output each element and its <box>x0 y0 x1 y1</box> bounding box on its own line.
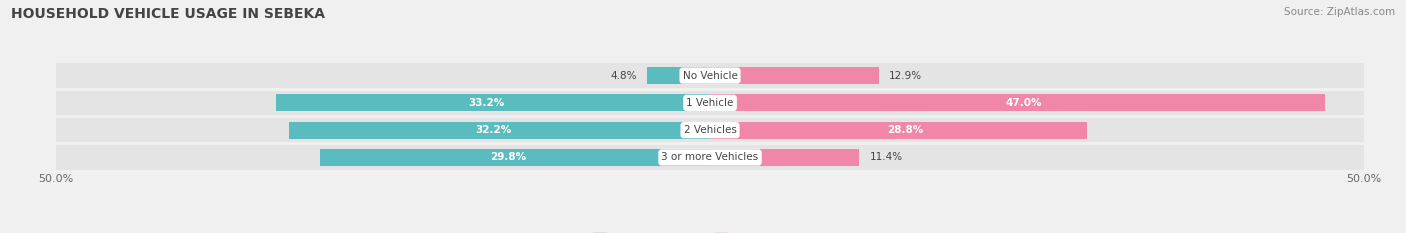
Bar <box>276 94 710 111</box>
Bar <box>56 145 1364 170</box>
Text: 47.0%: 47.0% <box>1005 98 1042 108</box>
Bar <box>647 67 710 84</box>
Bar <box>710 122 1087 139</box>
Text: 11.4%: 11.4% <box>869 152 903 162</box>
Text: Source: ZipAtlas.com: Source: ZipAtlas.com <box>1284 7 1395 17</box>
Text: HOUSEHOLD VEHICLE USAGE IN SEBEKA: HOUSEHOLD VEHICLE USAGE IN SEBEKA <box>11 7 325 21</box>
Bar <box>56 118 1364 142</box>
Bar <box>56 63 1364 88</box>
Legend: Owner-occupied, Renter-occupied: Owner-occupied, Renter-occupied <box>588 228 832 233</box>
Text: 32.2%: 32.2% <box>475 125 512 135</box>
Bar <box>56 91 1364 115</box>
Text: 33.2%: 33.2% <box>468 98 505 108</box>
Text: No Vehicle: No Vehicle <box>682 71 738 81</box>
Text: 12.9%: 12.9% <box>889 71 922 81</box>
Bar <box>710 149 859 166</box>
Text: 28.8%: 28.8% <box>887 125 922 135</box>
Bar <box>710 94 1324 111</box>
Bar <box>321 149 710 166</box>
Text: 3 or more Vehicles: 3 or more Vehicles <box>661 152 759 162</box>
Bar <box>710 67 879 84</box>
Text: 1 Vehicle: 1 Vehicle <box>686 98 734 108</box>
Text: 29.8%: 29.8% <box>491 152 527 162</box>
Text: 4.8%: 4.8% <box>610 71 637 81</box>
Text: 2 Vehicles: 2 Vehicles <box>683 125 737 135</box>
Bar <box>290 122 710 139</box>
